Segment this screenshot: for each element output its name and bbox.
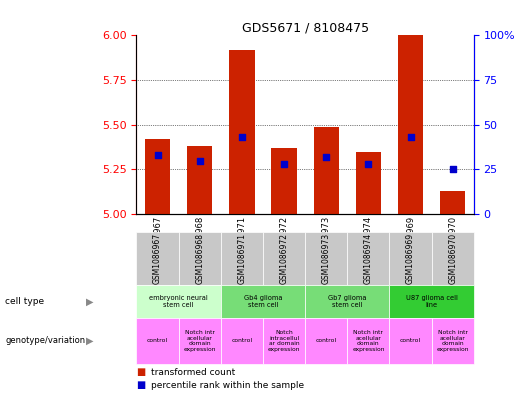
Text: GSM1086972: GSM1086972 xyxy=(280,233,288,284)
Text: GSM1086973: GSM1086973 xyxy=(322,233,331,284)
Text: GSM1086968: GSM1086968 xyxy=(195,233,204,284)
Text: Notch intr
acellular
domain
expression: Notch intr acellular domain expression xyxy=(183,330,216,352)
Text: ■: ■ xyxy=(136,367,146,377)
Text: control: control xyxy=(231,338,252,343)
Point xyxy=(153,152,162,158)
Point xyxy=(196,158,204,164)
Text: GSM1086969: GSM1086969 xyxy=(406,233,415,284)
Text: Notch intr
acellular
domain
expression: Notch intr acellular domain expression xyxy=(352,330,385,352)
Bar xyxy=(229,50,254,214)
Text: GSM1086967: GSM1086967 xyxy=(153,233,162,284)
Text: GSM1086970: GSM1086970 xyxy=(448,233,457,284)
Point xyxy=(322,154,330,160)
Text: ■: ■ xyxy=(136,380,146,390)
Text: GSM1086974: GSM1086974 xyxy=(364,233,373,284)
Text: GSM1086971: GSM1086971 xyxy=(237,233,246,284)
Text: percentile rank within the sample: percentile rank within the sample xyxy=(151,381,304,390)
Point xyxy=(364,161,372,167)
Bar xyxy=(271,148,297,214)
Bar xyxy=(398,35,423,214)
Text: cell type: cell type xyxy=(5,297,44,306)
Text: Gb7 glioma
stem cell: Gb7 glioma stem cell xyxy=(328,295,367,308)
Text: control: control xyxy=(316,338,337,343)
Bar xyxy=(440,191,466,214)
Text: embryonic neural
stem cell: embryonic neural stem cell xyxy=(149,295,208,308)
Bar xyxy=(145,139,170,214)
Text: transformed count: transformed count xyxy=(151,368,235,377)
Point xyxy=(280,161,288,167)
Point xyxy=(238,134,246,140)
Bar xyxy=(356,152,381,214)
Text: genotype/variation: genotype/variation xyxy=(5,336,85,345)
Point xyxy=(406,134,415,140)
Text: control: control xyxy=(147,338,168,343)
Title: GDS5671 / 8108475: GDS5671 / 8108475 xyxy=(242,21,369,34)
Text: Gb4 glioma
stem cell: Gb4 glioma stem cell xyxy=(244,295,282,308)
Text: U87 glioma cell
line: U87 glioma cell line xyxy=(406,295,457,308)
Text: Notch
intracellul
ar domain
expression: Notch intracellul ar domain expression xyxy=(268,330,300,352)
Bar xyxy=(314,127,339,214)
Bar xyxy=(187,146,212,214)
Point xyxy=(449,166,457,173)
Text: ▶: ▶ xyxy=(87,336,94,346)
Text: ▶: ▶ xyxy=(87,297,94,307)
Text: Notch intr
acellular
domain
expression: Notch intr acellular domain expression xyxy=(437,330,469,352)
Text: control: control xyxy=(400,338,421,343)
